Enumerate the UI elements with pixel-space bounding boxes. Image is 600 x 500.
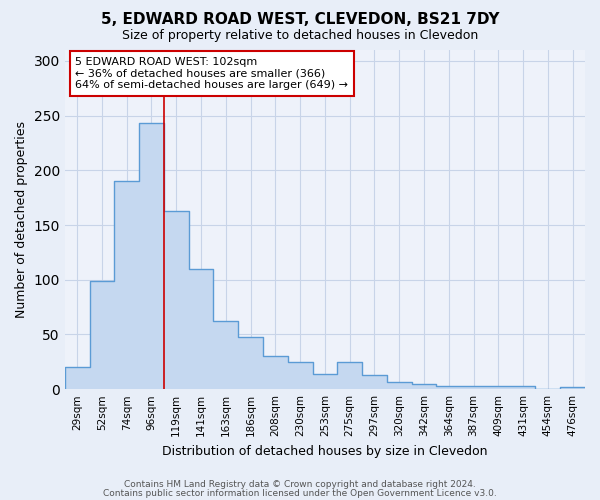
Text: 5, EDWARD ROAD WEST, CLEVEDON, BS21 7DY: 5, EDWARD ROAD WEST, CLEVEDON, BS21 7DY: [101, 12, 499, 28]
Text: 5 EDWARD ROAD WEST: 102sqm
← 36% of detached houses are smaller (366)
64% of sem: 5 EDWARD ROAD WEST: 102sqm ← 36% of deta…: [75, 57, 348, 90]
Polygon shape: [65, 124, 585, 389]
X-axis label: Distribution of detached houses by size in Clevedon: Distribution of detached houses by size …: [162, 444, 488, 458]
Text: Contains public sector information licensed under the Open Government Licence v3: Contains public sector information licen…: [103, 488, 497, 498]
Y-axis label: Number of detached properties: Number of detached properties: [15, 121, 28, 318]
Text: Contains HM Land Registry data © Crown copyright and database right 2024.: Contains HM Land Registry data © Crown c…: [124, 480, 476, 489]
Text: Size of property relative to detached houses in Clevedon: Size of property relative to detached ho…: [122, 29, 478, 42]
